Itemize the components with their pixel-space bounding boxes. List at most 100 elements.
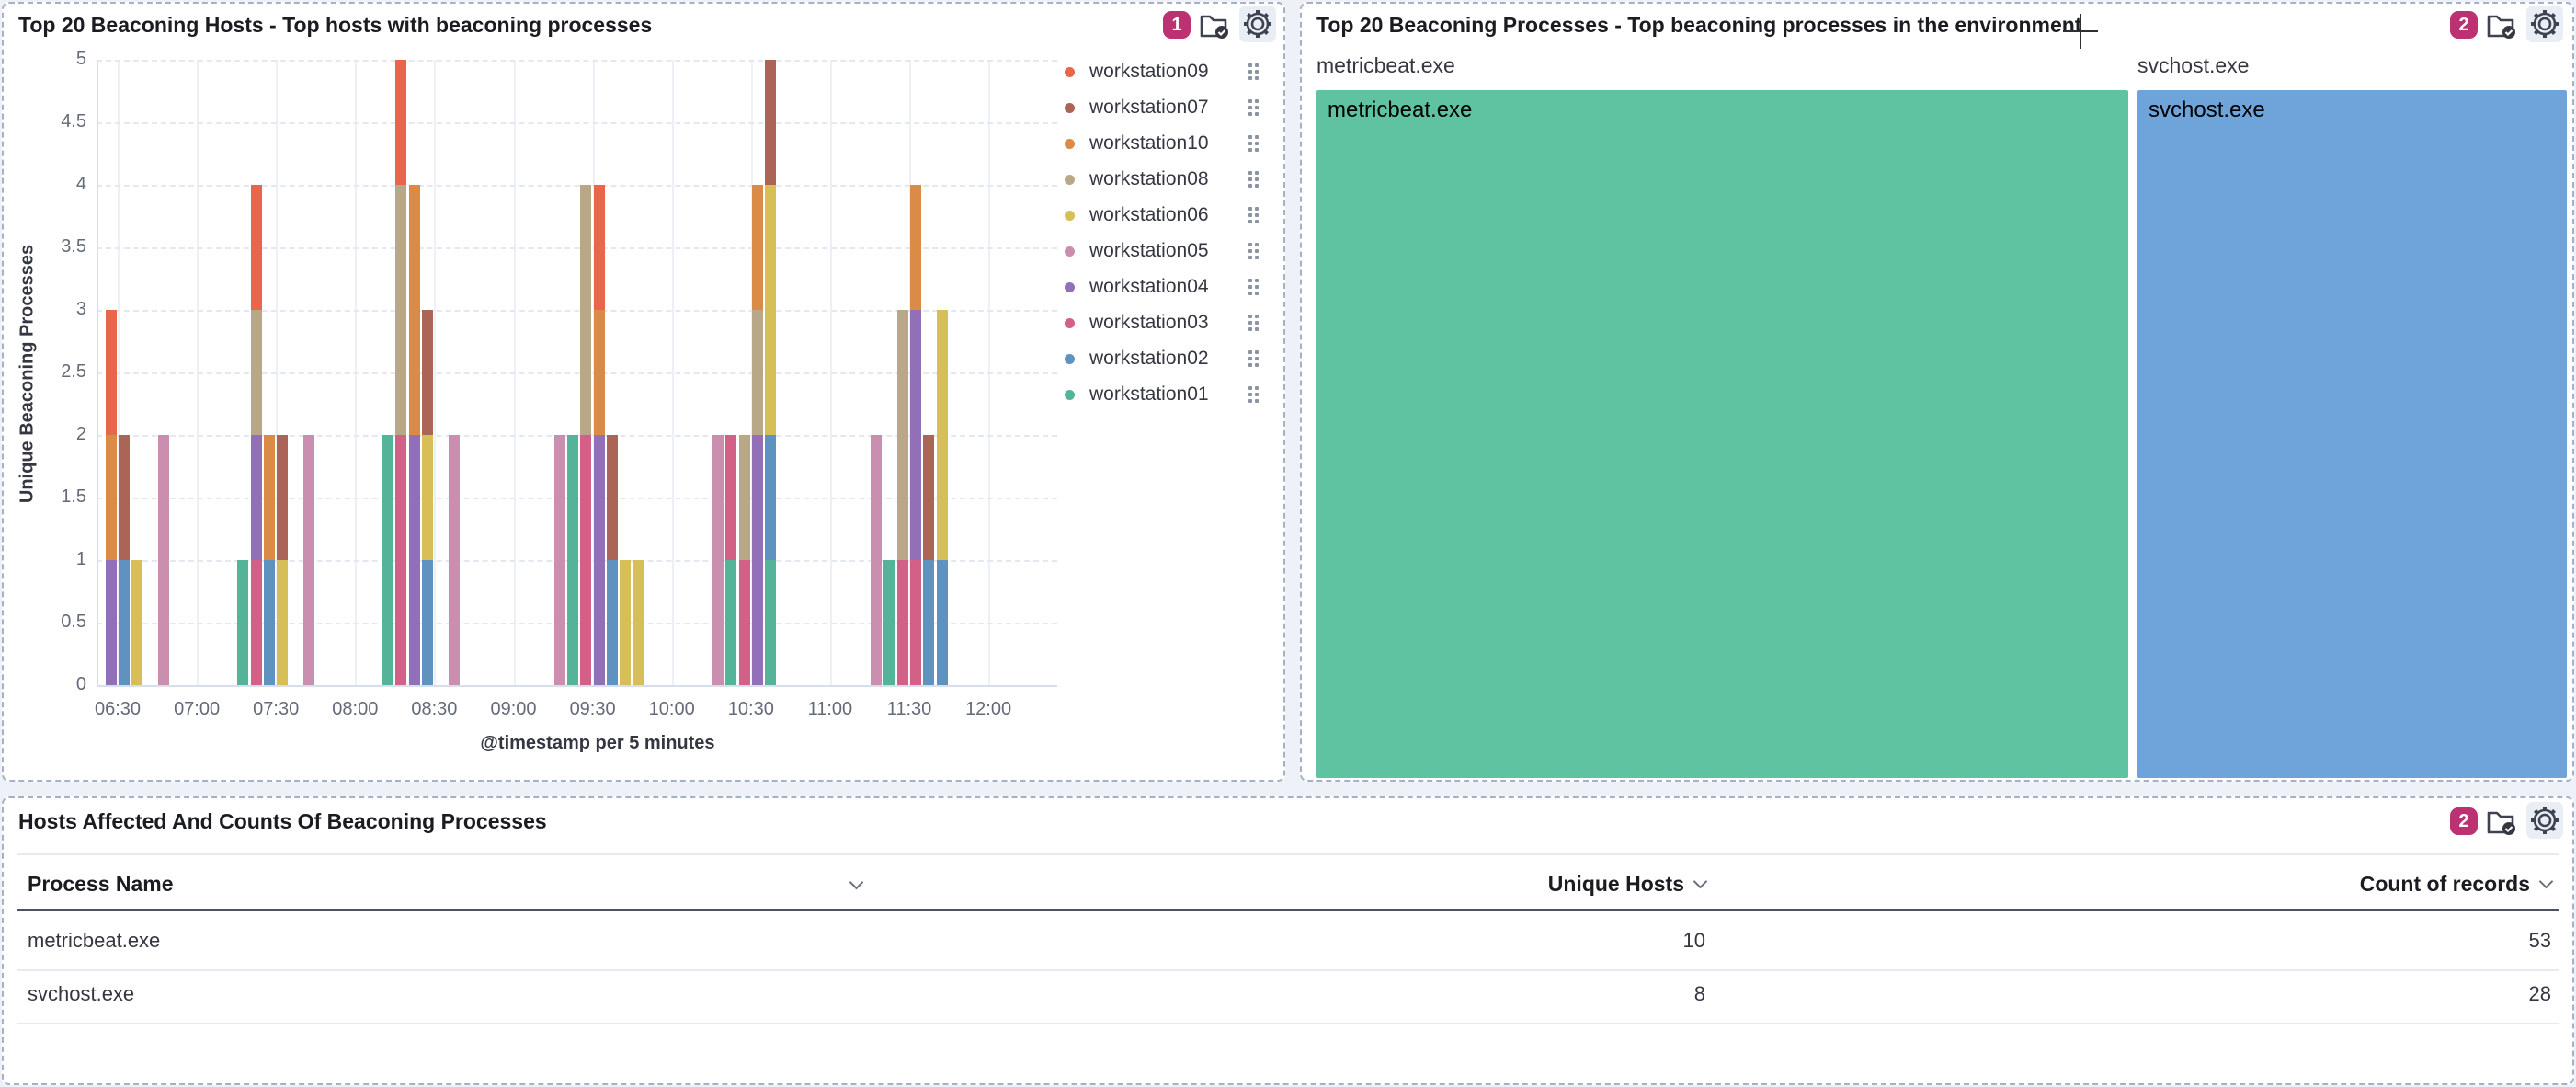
- treemap-rect-label: svchost.exe: [2149, 97, 2556, 123]
- bar-segment-workstation09[interactable]: [594, 185, 605, 310]
- column-header-count-of-records[interactable]: Count of records: [2183, 872, 2551, 897]
- bar-segment-workstation07[interactable]: [277, 435, 288, 560]
- bar-segment-workstation04[interactable]: [409, 435, 420, 685]
- treemap-rect-metricbeat[interactable]: metricbeat.exe: [1316, 90, 2128, 778]
- bar-segment-workstation04[interactable]: [910, 310, 921, 560]
- legend-actions-icon[interactable]: [1248, 350, 1259, 367]
- bar-segment-workstation08[interactable]: [580, 185, 591, 435]
- panel-number-badge[interactable]: 2: [2450, 11, 2478, 39]
- bar-segment-workstation08[interactable]: [752, 310, 763, 435]
- bar-segment-workstation06[interactable]: [620, 560, 631, 685]
- bar-segment-workstation07[interactable]: [422, 310, 433, 435]
- legend-item-workstation01[interactable]: workstation01: [1065, 380, 1285, 409]
- bar-segment-workstation08[interactable]: [897, 310, 908, 560]
- legend-color-dot: [1065, 246, 1075, 257]
- bar-segment-workstation02[interactable]: [422, 560, 433, 685]
- gear-icon[interactable]: [2526, 6, 2563, 42]
- bar-segment-workstation06[interactable]: [937, 310, 948, 560]
- legend-actions-icon[interactable]: [1248, 315, 1259, 331]
- bar-segment-workstation04[interactable]: [594, 435, 605, 685]
- panel-number-badge[interactable]: 2: [2450, 807, 2478, 835]
- bar-segment-workstation02[interactable]: [119, 560, 130, 685]
- bar-segment-workstation07[interactable]: [607, 435, 618, 560]
- bar-segment-workstation01[interactable]: [883, 560, 895, 685]
- legend-item-workstation02[interactable]: workstation02: [1065, 344, 1285, 373]
- bar-segment-workstation05[interactable]: [303, 435, 314, 685]
- bar-segment-workstation06[interactable]: [277, 560, 288, 685]
- bar-segment-workstation02[interactable]: [937, 560, 948, 685]
- treemap-group-label: metricbeat.exe: [1316, 53, 1455, 78]
- bar-segment-workstation03[interactable]: [395, 435, 406, 685]
- bar-segment-workstation01[interactable]: [765, 560, 776, 685]
- bar-segment-workstation02[interactable]: [264, 560, 275, 685]
- legend-actions-icon[interactable]: [1248, 99, 1259, 116]
- folder-check-icon[interactable]: [2482, 804, 2519, 841]
- bar-segment-workstation08[interactable]: [739, 435, 750, 560]
- bar-segment-workstation05[interactable]: [158, 435, 169, 685]
- bar-segment-workstation06[interactable]: [131, 560, 142, 685]
- legend-item-workstation03[interactable]: workstation03: [1065, 308, 1285, 338]
- gear-icon[interactable]: [2526, 802, 2563, 839]
- bar-segment-workstation09[interactable]: [106, 310, 117, 435]
- bar-segment-workstation01[interactable]: [725, 560, 736, 685]
- bar-segment-workstation01[interactable]: [567, 435, 578, 685]
- legend-actions-icon[interactable]: [1248, 171, 1259, 188]
- column-header-process-name[interactable]: Process Name: [28, 872, 174, 897]
- bar-segment-workstation03[interactable]: [580, 435, 591, 685]
- bar-segment-workstation10[interactable]: [594, 310, 605, 435]
- legend-item-workstation05[interactable]: workstation05: [1065, 236, 1285, 266]
- bar-segment-workstation03[interactable]: [910, 560, 921, 685]
- folder-check-icon[interactable]: [2482, 7, 2519, 44]
- bar-segment-workstation01[interactable]: [237, 560, 248, 685]
- bar-segment-workstation05[interactable]: [871, 435, 882, 685]
- bar-segment-workstation04[interactable]: [752, 435, 763, 685]
- bar-segment-workstation09[interactable]: [251, 185, 262, 310]
- bar-segment-workstation10[interactable]: [106, 435, 117, 560]
- bar-segment-workstation04[interactable]: [106, 560, 117, 685]
- bar-segment-workstation08[interactable]: [395, 185, 406, 435]
- column-header-unique-hosts[interactable]: Unique Hosts: [1338, 872, 1705, 897]
- treemap-rect-svchost[interactable]: svchost.exe: [2137, 90, 2567, 778]
- bar-segment-workstation03[interactable]: [725, 435, 736, 560]
- bar-segment-workstation07[interactable]: [923, 435, 934, 560]
- bar-segment-workstation10[interactable]: [264, 435, 275, 560]
- bar-segment-workstation03[interactable]: [251, 560, 262, 685]
- legend-item-workstation07[interactable]: workstation07: [1065, 93, 1285, 122]
- bar-segment-workstation01[interactable]: [382, 435, 393, 685]
- bar-segment-workstation10[interactable]: [910, 185, 921, 310]
- bar-segment-workstation03[interactable]: [897, 560, 908, 685]
- legend-item-workstation09[interactable]: workstation09: [1065, 57, 1285, 86]
- legend-actions-icon[interactable]: [1248, 243, 1259, 259]
- bar-segment-workstation06[interactable]: [765, 185, 776, 435]
- legend-actions-icon[interactable]: [1248, 207, 1259, 223]
- legend-item-workstation08[interactable]: workstation08: [1065, 165, 1285, 194]
- legend-actions-icon[interactable]: [1248, 135, 1259, 152]
- bar-segment-workstation05[interactable]: [712, 435, 724, 685]
- folder-check-icon[interactable]: [1195, 7, 1232, 44]
- legend-actions-icon[interactable]: [1248, 63, 1259, 80]
- bar-segment-workstation03[interactable]: [739, 560, 750, 685]
- legend-item-workstation10[interactable]: workstation10: [1065, 129, 1285, 158]
- legend-actions-icon[interactable]: [1248, 386, 1259, 403]
- legend-item-workstation04[interactable]: workstation04: [1065, 272, 1285, 302]
- gear-icon[interactable]: [1239, 6, 1276, 42]
- legend-actions-icon[interactable]: [1248, 279, 1259, 295]
- x-axis-title: @timestamp per 5 minutes: [368, 733, 827, 754]
- panel-number-badge[interactable]: 1: [1163, 11, 1191, 39]
- legend-color-dot: [1065, 175, 1075, 185]
- bar-segment-workstation02[interactable]: [607, 560, 618, 685]
- bar-segment-workstation09[interactable]: [395, 60, 406, 185]
- bar-segment-workstation02[interactable]: [765, 435, 776, 560]
- bar-segment-workstation07[interactable]: [119, 435, 130, 560]
- bar-segment-workstation02[interactable]: [923, 560, 934, 685]
- bar-segment-workstation10[interactable]: [752, 185, 763, 310]
- bar-segment-workstation06[interactable]: [422, 435, 433, 560]
- bar-segment-workstation10[interactable]: [409, 185, 420, 435]
- bar-segment-workstation07[interactable]: [765, 60, 776, 185]
- bar-segment-workstation04[interactable]: [251, 435, 262, 560]
- bar-segment-workstation05[interactable]: [449, 435, 460, 685]
- bar-segment-workstation05[interactable]: [554, 435, 565, 685]
- bar-segment-workstation06[interactable]: [633, 560, 644, 685]
- bar-segment-workstation08[interactable]: [251, 310, 262, 435]
- legend-item-workstation06[interactable]: workstation06: [1065, 200, 1285, 230]
